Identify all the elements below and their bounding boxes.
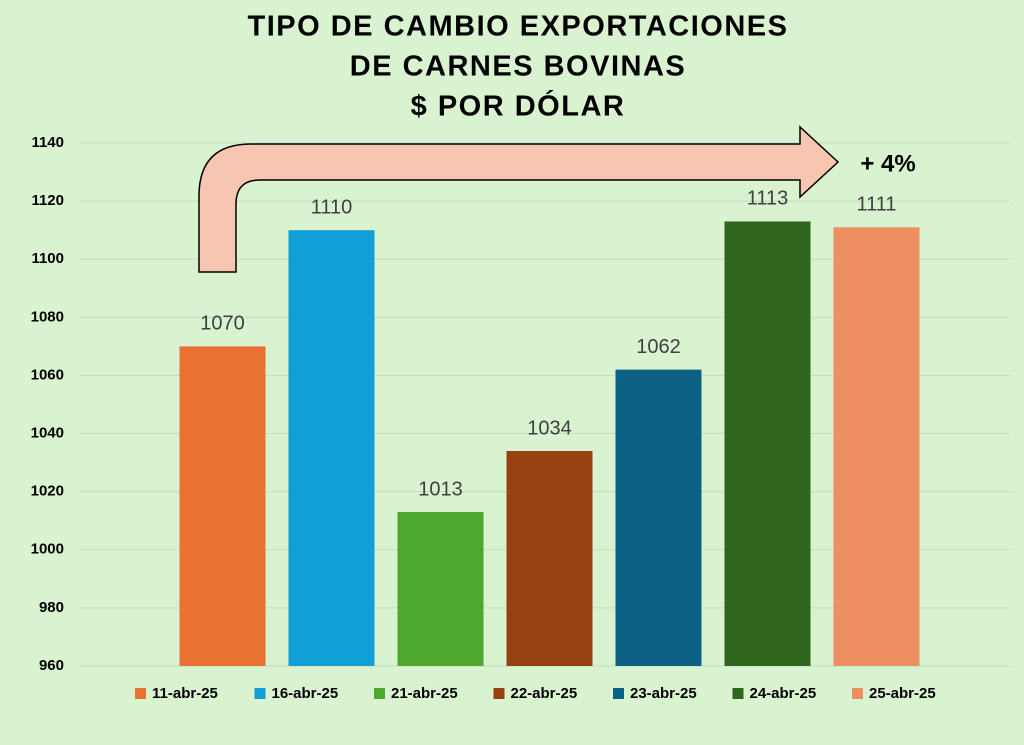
bar	[833, 227, 920, 666]
legend-label: 22-abr-25	[511, 685, 578, 702]
chart-title: TIPO DE CAMBIO EXPORTACIONES	[248, 11, 789, 43]
legend-swatch	[732, 688, 744, 699]
y-tick-label: 1140	[31, 134, 64, 151]
legend-swatch	[613, 688, 624, 699]
y-tick-label: 1020	[31, 483, 64, 500]
legend-label: 21-abr-25	[391, 685, 458, 702]
legend: 11-abr-25 16-abr-25 21-abr-25 22-abr-25 23-a…	[135, 685, 936, 702]
y-tick-label: 980	[39, 599, 64, 616]
y-tick-label: 1100	[31, 250, 64, 267]
data-label: 1034	[527, 417, 572, 439]
chart-title: $ POR DÓLAR	[411, 89, 626, 123]
legend-swatch	[852, 688, 863, 699]
legend-label: 23-abr-25	[630, 685, 697, 702]
legend-label: 11-abr-25	[152, 685, 218, 702]
data-label: 1113	[747, 188, 789, 210]
arrow	[198, 125, 840, 273]
bar	[724, 221, 811, 666]
data-label: 1062	[636, 336, 681, 358]
data-label: 1111	[856, 194, 896, 216]
y-tick-label: 1040	[31, 425, 64, 442]
y-tick-label: 1060	[31, 366, 64, 383]
data-label: 1013	[418, 478, 463, 500]
bar	[397, 512, 484, 666]
chart-title: DE CARNES BOVINAS	[350, 51, 687, 83]
bar	[615, 369, 702, 666]
y-tick-label: 960	[39, 657, 64, 674]
legend-label: 25-abr-25	[869, 685, 936, 702]
legend-label: 24-abr-25	[750, 685, 817, 702]
legend-swatch	[254, 688, 266, 699]
bar	[506, 450, 593, 666]
legend-swatch	[374, 688, 385, 699]
bar	[288, 230, 375, 666]
y-tick-label: 1080	[31, 308, 64, 325]
legend-swatch	[493, 688, 505, 699]
annotation: + 4%	[860, 150, 915, 177]
data-label: 1070	[200, 313, 245, 335]
legend-swatch	[135, 688, 146, 699]
legend-label: 16-abr-25	[272, 685, 339, 702]
bars: 1070 1110 1013 1034 1062 1113 1111	[179, 188, 920, 666]
y-tick-label: 1120	[31, 192, 64, 209]
y-tick-label: 1000	[31, 541, 64, 558]
bar	[179, 346, 266, 666]
data-label: 1110	[311, 196, 353, 218]
